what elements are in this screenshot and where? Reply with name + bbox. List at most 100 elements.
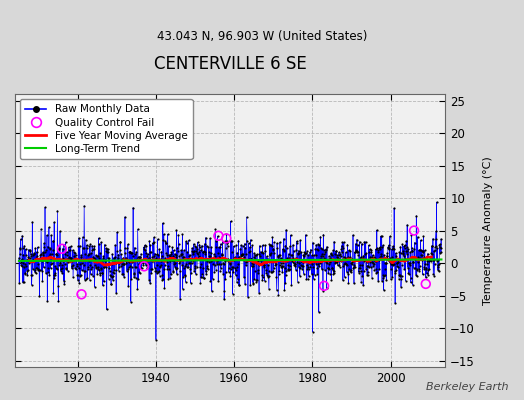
Point [132, 264, 140, 270]
Point [124, 283, 133, 289]
Point [432, 199, 441, 205]
Point [162, 252, 171, 258]
Point [322, 285, 331, 291]
Point [161, 238, 170, 244]
Point [263, 253, 271, 260]
Point [349, 232, 357, 238]
Point [278, 263, 287, 270]
Point [288, 258, 296, 264]
Point [363, 262, 372, 269]
Point [383, 253, 391, 260]
Point [196, 247, 205, 253]
Point [352, 247, 360, 253]
Point [137, 258, 146, 264]
Point [40, 257, 49, 264]
Point [237, 252, 246, 259]
Point [92, 258, 101, 264]
Point [330, 268, 339, 274]
Point [359, 253, 368, 259]
Point [157, 262, 166, 268]
Point [221, 258, 229, 264]
Point [77, 252, 85, 258]
Point [123, 266, 132, 273]
Point [381, 260, 390, 266]
Point [47, 260, 55, 267]
Point [195, 244, 204, 250]
Point [44, 265, 52, 271]
Point [357, 268, 365, 274]
Point [81, 251, 90, 258]
Point [122, 260, 130, 266]
Point [364, 269, 372, 275]
Point [387, 246, 396, 252]
Point [31, 269, 40, 276]
Point [40, 240, 48, 246]
Title: CENTERVILLE 6 SE: CENTERVILLE 6 SE [154, 55, 307, 73]
Point [418, 252, 427, 259]
Point [338, 248, 346, 255]
Point [19, 279, 28, 285]
Point [31, 245, 39, 251]
Point [181, 279, 190, 285]
Point [430, 248, 438, 254]
Point [210, 269, 219, 276]
Point [143, 265, 151, 272]
Point [427, 250, 435, 256]
Point [240, 253, 248, 260]
Point [308, 261, 316, 267]
Point [102, 245, 110, 252]
Point [92, 264, 100, 270]
Point [245, 249, 254, 255]
Point [400, 242, 409, 249]
Point [200, 248, 209, 254]
Point [172, 254, 180, 260]
Point [204, 248, 213, 255]
Point [244, 240, 253, 246]
Point [232, 242, 241, 249]
Point [78, 260, 86, 266]
Point [43, 244, 52, 250]
Point [232, 264, 241, 270]
Point [228, 249, 236, 256]
Point [20, 271, 29, 277]
Point [432, 228, 440, 234]
Point [395, 276, 403, 282]
Point [108, 277, 117, 283]
Point [392, 252, 400, 259]
Point [213, 233, 222, 239]
Point [190, 248, 199, 254]
Point [428, 251, 436, 258]
Point [117, 258, 125, 264]
Point [339, 244, 347, 251]
Point [402, 244, 411, 251]
Point [206, 278, 215, 284]
Point [240, 274, 248, 281]
Point [264, 262, 272, 268]
Point [418, 271, 427, 278]
Point [122, 258, 130, 264]
Point [414, 254, 422, 260]
Point [21, 270, 30, 276]
Point [208, 288, 216, 294]
Point [385, 244, 393, 251]
Point [81, 276, 89, 283]
Point [267, 268, 275, 275]
Point [417, 252, 425, 258]
Point [272, 287, 281, 293]
Point [27, 252, 35, 259]
Point [184, 256, 192, 262]
Point [105, 265, 113, 271]
Point [386, 233, 394, 240]
Point [124, 264, 133, 270]
Point [423, 260, 431, 267]
Point [123, 257, 131, 263]
Point [328, 252, 336, 258]
Point [89, 254, 97, 260]
Point [334, 252, 343, 258]
Point [337, 246, 345, 253]
Point [246, 236, 255, 243]
Point [126, 249, 135, 255]
Point [47, 232, 56, 238]
Point [98, 257, 106, 263]
Point [319, 253, 327, 260]
